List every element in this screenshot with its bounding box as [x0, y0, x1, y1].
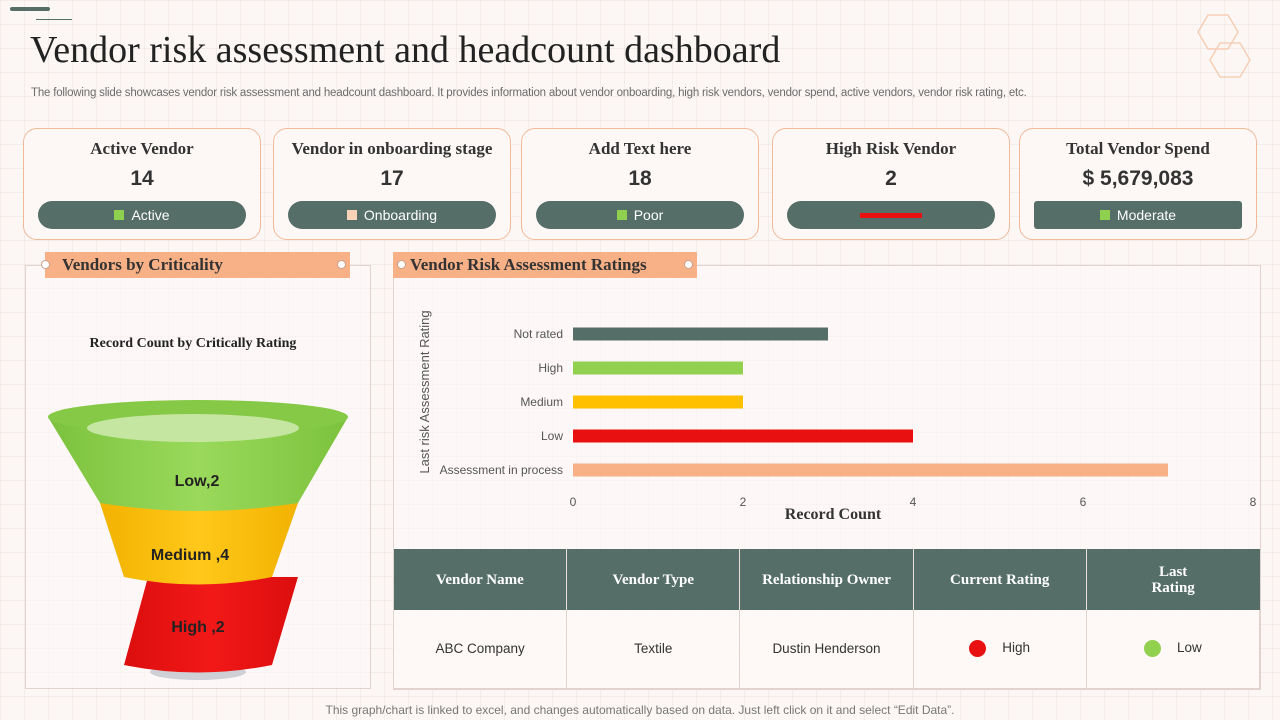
status-badge: Poor — [536, 201, 744, 229]
table-header-current-rating: Current Rating — [912, 549, 1087, 610]
kpi-card-onboarding: Vendor in onboarding stage 17 Onboarding — [273, 128, 511, 240]
status-square-icon — [616, 210, 627, 220]
table-header-relationship-owner: Relationship Owner — [739, 549, 914, 610]
category-tick-label: Assessment in process — [440, 463, 563, 477]
title-dot-icon — [337, 260, 346, 269]
cell-vendor-type: Textile — [566, 610, 740, 689]
kpi-value: 18 — [628, 167, 652, 190]
kpi-card-active-vendor: Active Vendor 14 Active — [23, 128, 261, 240]
x-tick-label: 2 — [740, 495, 747, 509]
status-badge-label: Active — [131, 207, 170, 223]
kpi-title: High Risk Vendor — [825, 139, 957, 158]
kpi-title: Total Vendor Spend — [1066, 139, 1210, 158]
category-tick-label: Medium — [520, 395, 563, 409]
page-subtitle: The following slide showcases vendor ris… — [31, 87, 1027, 99]
hexagon-decor-icon — [1197, 14, 1251, 78]
rating-dot-icon — [1144, 640, 1161, 658]
title-dot-icon — [397, 260, 406, 269]
funnel-top-inner — [87, 414, 299, 442]
table-header-last-rating: Last Rating — [1085, 549, 1260, 610]
funnel-label-low: Low,2 — [175, 473, 220, 490]
status-square-icon — [1099, 210, 1110, 220]
funnel-segment-low — [48, 417, 348, 511]
funnel-segment-high — [124, 577, 298, 673]
status-badge: Onboarding — [288, 201, 496, 229]
bar-medium — [573, 395, 743, 409]
funnel-chart-title: Record Count by Critically Rating — [89, 336, 297, 351]
bar-low — [573, 429, 913, 443]
decor-line — [36, 19, 72, 20]
x-tick-label: 8 — [1250, 495, 1257, 509]
category-tick-label: Low — [541, 429, 563, 443]
cell-owner: Dustin Henderson — [739, 610, 914, 689]
kpi-value: 17 — [380, 167, 404, 190]
criticality-panel-title: Vendors by Criticality — [41, 252, 350, 278]
chart-x-axis-label: Record Count — [785, 506, 882, 523]
page-title: Vendor risk assessment and headcount das… — [30, 29, 781, 71]
kpi-title: Add Text here — [588, 139, 692, 158]
bar-assessment-in-process — [573, 463, 1168, 477]
kpi-title: Active Vendor — [90, 139, 194, 158]
status-badge: Active — [38, 201, 246, 229]
risk-ratings-panel-title: Vendor Risk Assessment Ratings — [393, 252, 697, 278]
rating-dot-icon — [969, 640, 987, 658]
current-rating-label: High — [1002, 640, 1031, 656]
vendor-table: Vendor Name Vendor Type Relationship Own… — [392, 549, 1261, 689]
last-rating-label: Low — [1177, 640, 1202, 656]
x-tick-label: 6 — [1080, 495, 1087, 509]
status-badge: Moderate — [1034, 201, 1242, 229]
status-square-icon — [346, 210, 357, 220]
cell-vendor-name: ABC Company — [392, 610, 567, 689]
x-tick-label: 4 — [910, 495, 917, 509]
category-tick-label: High — [538, 361, 563, 375]
status-badge-label: Poor — [633, 207, 664, 223]
kpi-value: 2 — [885, 167, 897, 190]
x-tick-label: 0 — [570, 495, 577, 509]
kpi-title: Vendor in onboarding stage — [291, 139, 493, 158]
kpi-value: $ 5,679,083 — [1082, 167, 1194, 190]
funnel-segment-medium — [100, 503, 298, 585]
kpi-card-total-spend: Total Vendor Spend $ 5,679,083 Moderate — [1019, 128, 1257, 240]
cell-current-rating: High — [912, 610, 1087, 689]
title-dot-icon — [684, 260, 693, 269]
table-header-vendor-type: Vendor Type — [566, 549, 740, 610]
criticality-panel-title-text: Vendors by Criticality — [62, 255, 223, 274]
status-badge-label: Moderate — [1116, 207, 1177, 223]
bar-not-rated — [573, 327, 828, 341]
kpi-value: 14 — [130, 167, 154, 190]
footer-note: This graph/chart is linked to excel, and… — [325, 703, 955, 717]
risk-line-icon — [860, 212, 922, 218]
risk-rating-bar-chart: Last risk Assessment Rating Record Count… — [417, 310, 1257, 523]
decor-bar — [10, 7, 50, 11]
status-square-icon — [114, 210, 125, 220]
table-row: ABC Company Textile Dustin Henderson Hig… — [392, 610, 1261, 689]
bar-high — [573, 361, 743, 375]
table-header-row: Vendor Name Vendor Type Relationship Own… — [393, 549, 1260, 610]
risk-ratings-panel-title-text: Vendor Risk Assessment Ratings — [410, 255, 647, 274]
chart-y-axis-label: Last risk Assessment Rating — [417, 310, 432, 473]
kpi-card-add-text: Add Text here 18 Poor — [521, 128, 759, 240]
title-dot-icon — [41, 260, 50, 269]
status-badge-label: Onboarding — [363, 207, 438, 223]
table-header-vendor-name: Vendor Name — [393, 549, 567, 610]
cell-last-rating: Low — [1085, 610, 1261, 689]
kpi-card-high-risk: High Risk Vendor 2 — [772, 128, 1010, 240]
funnel-label-high: High ,2 — [171, 619, 224, 636]
category-tick-label: Not rated — [514, 327, 563, 341]
status-badge — [787, 201, 995, 229]
funnel-label-medium: Medium ,4 — [151, 547, 229, 564]
criticality-funnel-chart: Low,2 Medium ,4 High ,2 — [48, 400, 348, 680]
